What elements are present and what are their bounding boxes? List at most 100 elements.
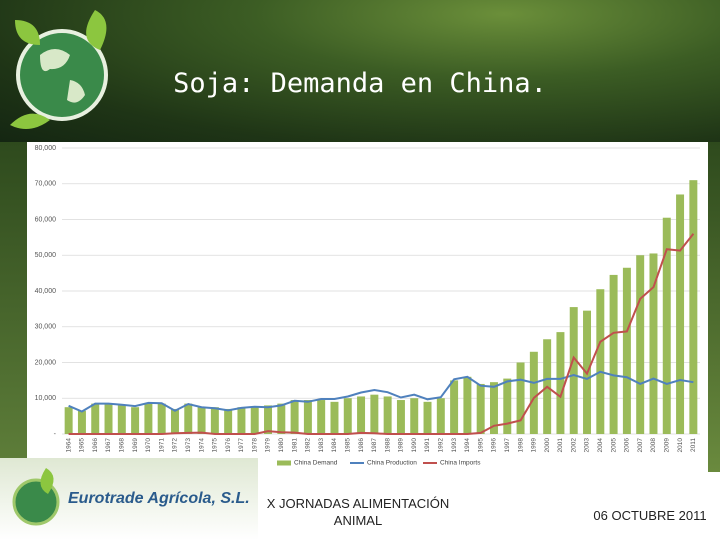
slide-title: Soja: Demanda en China.	[173, 68, 547, 99]
x-tick-label: 1999	[531, 438, 538, 453]
x-tick-label: 2011	[690, 438, 697, 452]
x-tick-label: 1978	[251, 438, 258, 453]
x-tick-label: 2007	[637, 438, 644, 453]
x-tick-label: 2006	[624, 438, 631, 453]
bar	[423, 401, 432, 434]
bar	[556, 332, 565, 434]
x-tick-label: 1997	[504, 438, 511, 453]
bar	[676, 194, 685, 434]
y-tick-label: 70,000	[35, 181, 57, 188]
x-tick-label: 1991	[424, 438, 431, 453]
x-tick-label: 1984	[331, 438, 338, 453]
bar	[170, 408, 179, 434]
x-tick-label: 2002	[570, 438, 577, 453]
x-tick-label: 1986	[358, 438, 365, 453]
x-tick-label: 1985	[344, 438, 351, 453]
x-tick-label: 1981	[291, 438, 298, 453]
bar	[636, 255, 645, 434]
bar	[224, 408, 233, 434]
x-tick-label: 1968	[119, 438, 126, 453]
bar	[131, 407, 140, 434]
bar	[370, 394, 379, 434]
x-tick-label: 1969	[132, 438, 139, 453]
x-tick-label: 1993	[451, 438, 458, 453]
bar	[476, 383, 485, 434]
x-tick-label: 1964	[65, 438, 72, 453]
bar	[330, 401, 339, 434]
x-tick-label: 1992	[438, 438, 445, 453]
x-tick-label: 1966	[92, 438, 99, 453]
x-tick-label: 1965	[79, 438, 86, 453]
x-tick-label: 1973	[185, 438, 192, 453]
bar	[117, 405, 126, 434]
line	[68, 233, 695, 435]
bar	[516, 362, 525, 434]
x-tick-label: 1967	[105, 438, 112, 453]
x-tick-label: 1990	[411, 438, 418, 453]
bar	[357, 396, 366, 434]
bar	[662, 217, 671, 434]
bar	[609, 274, 618, 434]
footer-logo	[12, 468, 60, 526]
bar	[144, 403, 153, 434]
bar	[436, 398, 445, 434]
bar	[489, 382, 498, 434]
x-tick-label: 2003	[584, 438, 591, 453]
x-tick-label: 1974	[198, 438, 205, 453]
bar	[622, 267, 631, 434]
x-tick-label: 1977	[238, 438, 245, 453]
legend-label: China Imports	[440, 460, 481, 467]
bar	[317, 400, 326, 434]
x-tick-label: 1980	[278, 438, 285, 453]
legend-label: China Demand	[294, 460, 338, 467]
logo-globe	[10, 10, 108, 129]
y-tick-label: 30,000	[35, 324, 57, 331]
side-band	[0, 142, 27, 472]
bar	[184, 403, 193, 434]
bar	[64, 407, 73, 434]
x-tick-label: 2009	[663, 438, 670, 453]
bar	[343, 398, 352, 434]
x-tick-label: 1976	[225, 438, 232, 453]
company-name: Eurotrade Agrícola, S.L.	[68, 490, 250, 507]
side-band	[708, 142, 720, 472]
x-tick-label: 1988	[384, 438, 391, 453]
bar	[503, 378, 512, 434]
bar	[264, 405, 273, 434]
chart: - 10,000 20,000 30,000 40,000 50,000 60,000 70,…	[27, 142, 708, 472]
footer-logo-area	[0, 458, 258, 540]
bar	[197, 407, 206, 434]
x-tick-label: 1987	[371, 438, 378, 453]
x-tick-label: 1989	[398, 438, 405, 453]
bar	[450, 380, 459, 434]
bar	[569, 307, 578, 434]
bar	[689, 180, 698, 434]
x-tick-label: 2008	[650, 438, 657, 453]
bar	[303, 400, 312, 434]
x-tick-label: 2004	[597, 438, 604, 453]
x-tick-label: 2005	[610, 438, 617, 453]
x-tick-label: 1995	[477, 438, 484, 453]
event-name: X JORNADAS ALIMENTACIÓN ANIMAL	[266, 496, 450, 528]
x-tick-label: 1994	[464, 438, 471, 453]
x-tick-label: 1983	[318, 438, 325, 453]
x-tick-label: 1979	[265, 438, 272, 453]
bar	[396, 400, 405, 434]
y-tick-label: 80,000	[35, 145, 57, 152]
bar	[277, 403, 286, 434]
y-tick-label: -	[54, 431, 57, 438]
bar	[157, 403, 166, 434]
bar	[649, 253, 658, 434]
bar	[529, 351, 538, 434]
legend-swatch	[277, 460, 291, 466]
bar	[237, 407, 246, 434]
x-tick-label: 1998	[517, 438, 524, 453]
y-tick-label: 40,000	[35, 288, 57, 295]
y-tick-label: 10,000	[35, 395, 57, 402]
legend-label: China Production	[367, 460, 417, 467]
x-tick-label: 1970	[145, 438, 152, 453]
x-tick-label: 1975	[212, 438, 219, 453]
x-tick-label: 1996	[491, 438, 498, 453]
x-tick-label: 1972	[172, 438, 179, 453]
